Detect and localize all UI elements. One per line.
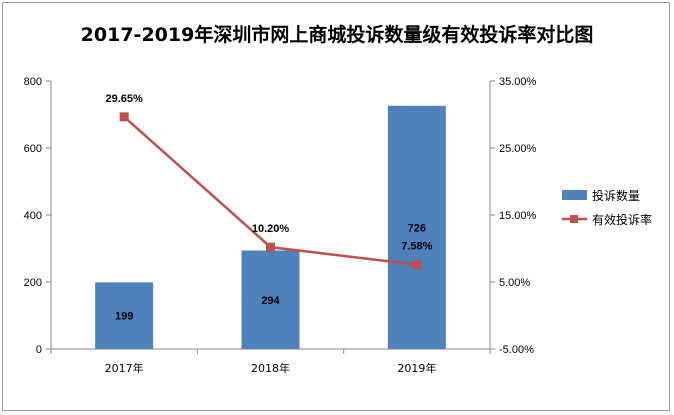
right-tick-label: 25.00% [499,143,537,155]
right-tick-label: 35.00% [499,76,537,88]
left-tick-label: 200 [24,277,42,289]
left-tick-label: 600 [24,143,42,155]
right-tick-label: 5.00% [499,277,530,289]
line-data-label: 29.65% [106,93,144,105]
bar [241,250,300,349]
bar [387,105,446,349]
line-data-label: 7.58% [401,241,432,253]
x-category-label: 2019年 [397,361,436,375]
bar-data-label: 294 [261,295,280,307]
combo-chart: 2017-2019年深圳市网上商城投诉数量级有效投诉率对比图 0 200 400 60… [24,23,652,375]
chart-title: 2017-2019年深圳市网上商城投诉数量级有效投诉率对比图 [81,23,594,46]
line-point [412,260,422,270]
left-tick-label: 400 [24,210,42,222]
x-category-label: 2017年 [105,361,144,375]
left-tick-label: 800 [24,76,42,88]
line-point [119,112,129,122]
left-tick-label: 0 [36,344,42,356]
legend-line-marker [570,215,578,223]
bar-data-label: 726 [408,222,426,234]
plot-area: 0 200 400 600 800 -5.00% 5.00% 15.00% 25.00% 35.0… [24,76,537,375]
line-series [123,115,417,266]
legend-line-label: 有效投诉率 [592,212,652,227]
line-data-label: 10.20% [252,223,290,235]
legend-bar-swatch [562,190,587,200]
right-tick-label: -5.00% [499,344,534,356]
chart-frame: 2017-2019年深圳市网上商城投诉数量级有效投诉率对比图 0 200 400 60… [2,2,670,411]
x-category-label: 2018年 [251,361,290,375]
bar [95,282,154,349]
legend-bar-label: 投诉数量 [592,188,640,203]
line-point [266,242,275,252]
bar-data-label: 199 [115,311,133,323]
right-tick-label: 15.00% [499,210,537,222]
